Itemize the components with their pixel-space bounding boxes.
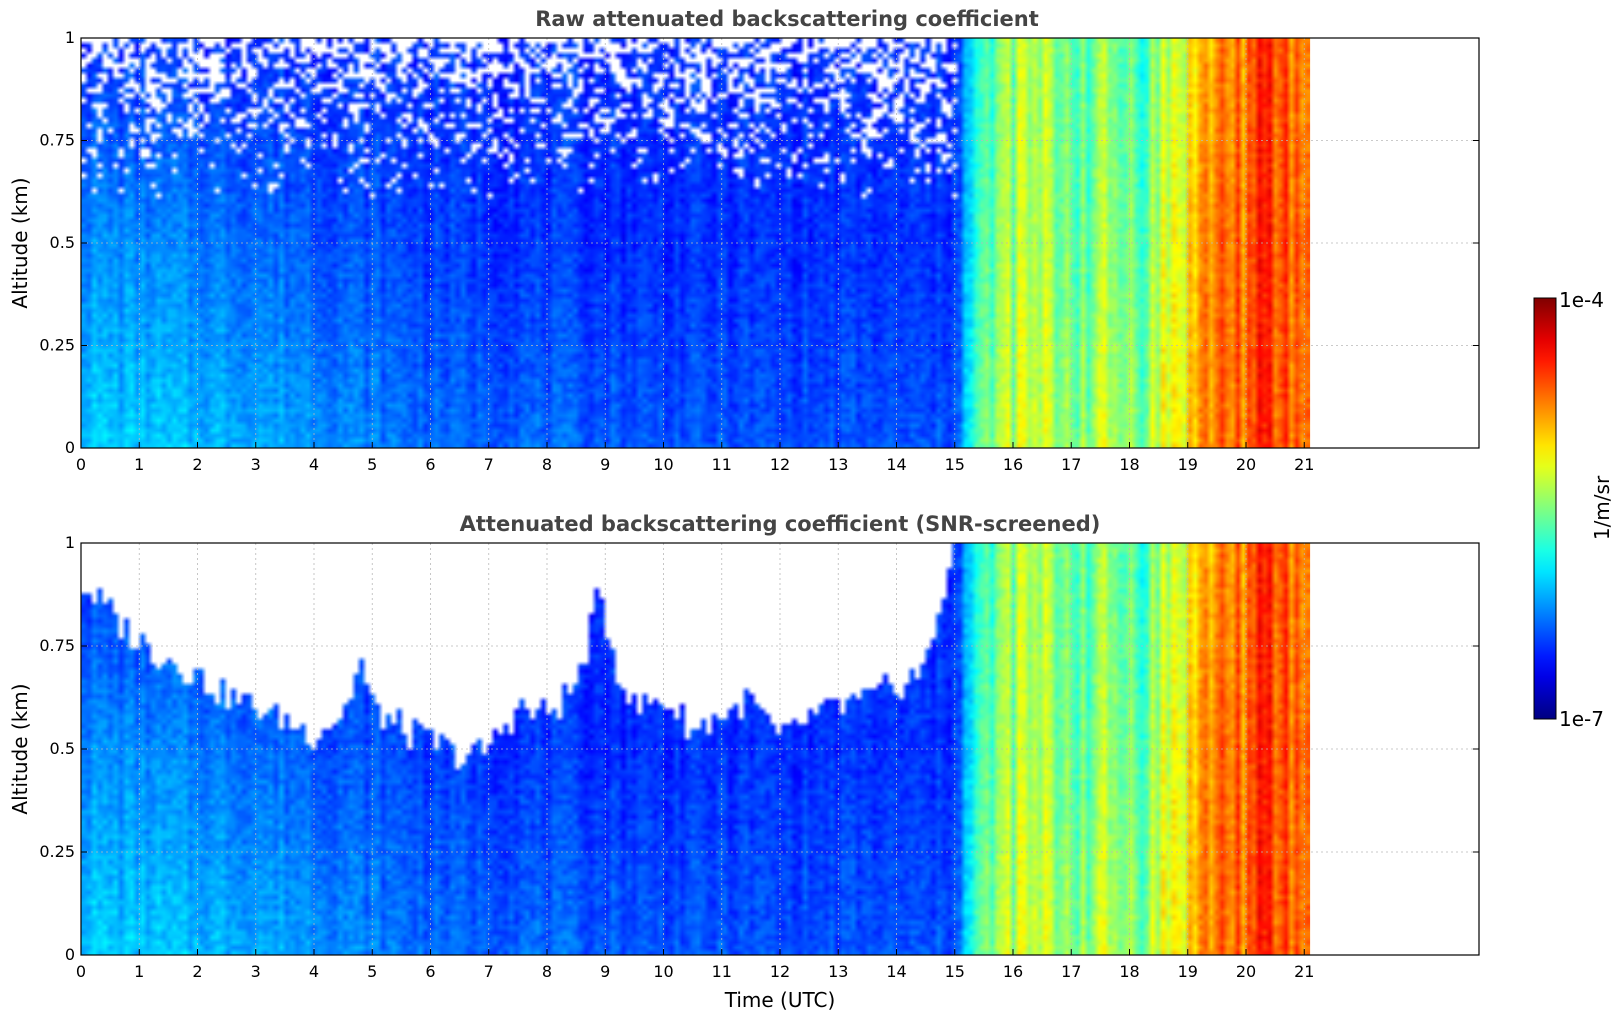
y-tick-label: 0: [65, 438, 75, 457]
x-tick-label: 13: [828, 455, 848, 474]
heatmap-image: [81, 38, 1311, 448]
y-axis-label: Altitude (km): [8, 177, 32, 308]
y-tick-label: 0.5: [50, 233, 75, 252]
x-tick-label: 6: [425, 455, 435, 474]
x-tick-label: 20: [1236, 962, 1256, 981]
x-tick-label: 1: [134, 962, 144, 981]
x-tick-label: 21: [1294, 962, 1314, 981]
gridlines: [81, 38, 1479, 448]
panel-screened: Attenuated backscattering coefficient (S…: [8, 512, 1480, 1012]
y-axis-label: Altitude (km): [8, 683, 32, 814]
y-tick-label: 0.75: [39, 131, 75, 150]
y-tick-label: 0.75: [39, 636, 75, 655]
colorbar-min-label: 1e-7: [1559, 707, 1604, 731]
gridlines: [81, 543, 1479, 955]
x-tick-label: 6: [425, 962, 435, 981]
x-tick-label: 19: [1178, 962, 1198, 981]
x-tick-label: 11: [712, 962, 732, 981]
x-tick-label: 18: [1119, 962, 1139, 981]
heatmap-image: [81, 543, 1311, 955]
x-tick-label: 21: [1294, 455, 1314, 474]
x-tick-label: 7: [484, 455, 494, 474]
panel-raw: Raw attenuated backscattering coefficien…: [8, 7, 1480, 474]
x-tick-label: 4: [309, 455, 319, 474]
x-tick-label: 11: [712, 455, 732, 474]
x-tick-label: 3: [251, 962, 261, 981]
x-tick-label: 4: [309, 962, 319, 981]
y-axis: 0 0.25 0.5 0.75 1: [39, 533, 1479, 964]
y-tick-label: 1: [65, 533, 75, 552]
x-tick-label: 1: [134, 455, 144, 474]
y-tick-label: 0.25: [39, 842, 75, 861]
x-tick-label: 16: [1003, 962, 1023, 981]
x-tick-label: 17: [1061, 455, 1081, 474]
x-tick-label: 12: [770, 455, 790, 474]
x-axis: 0 1 2 3 4 5 6 7 8 9 10 11 12 13 14 15 16 17 18 19 20 21: [76, 949, 1314, 981]
panel-title: Raw attenuated backscattering coefficien…: [535, 7, 1039, 31]
x-tick-label: 17: [1061, 962, 1081, 981]
y-tick-label: 0: [65, 945, 75, 964]
x-tick-label: 14: [886, 455, 906, 474]
x-tick-label: 16: [1003, 455, 1023, 474]
colorbar: 1e-4 1e-7 1/m/sr: [1533, 288, 1614, 731]
x-tick-label: 2: [192, 455, 202, 474]
x-tick-label: 10: [653, 455, 673, 474]
x-tick-label: 15: [945, 962, 965, 981]
x-tick-label: 5: [367, 962, 377, 981]
x-axis: 0 1 2 3 4 5 6 7 8 9 10 11 12 13 14 15 16 17 18 19 20 21: [76, 442, 1314, 474]
y-tick-label: 1: [65, 28, 75, 47]
x-tick-label: 0: [76, 455, 86, 474]
x-tick-label: 8: [542, 455, 552, 474]
x-tick-label: 14: [886, 962, 906, 981]
x-tick-label: 0: [76, 962, 86, 981]
x-tick-label: 9: [600, 455, 610, 474]
y-tick-label: 0.5: [50, 739, 75, 758]
colorbar-max-label: 1e-4: [1559, 288, 1604, 312]
x-tick-label: 20: [1236, 455, 1256, 474]
panel-title: Attenuated backscattering coefficient (S…: [460, 512, 1101, 536]
x-tick-label: 13: [828, 962, 848, 981]
x-tick-label: 9: [600, 962, 610, 981]
x-tick-label: 7: [484, 962, 494, 981]
colorbar-gradient: [1533, 297, 1557, 720]
x-tick-label: 8: [542, 962, 552, 981]
x-tick-label: 5: [367, 455, 377, 474]
x-tick-label: 2: [192, 962, 202, 981]
y-tick-label: 0.25: [39, 336, 75, 355]
x-axis-label: Time (UTC): [724, 988, 836, 1012]
x-tick-label: 10: [653, 962, 673, 981]
x-tick-label: 19: [1178, 455, 1198, 474]
colorbar-unit-label: 1/m/sr: [1590, 475, 1614, 540]
x-tick-label: 15: [945, 455, 965, 474]
x-tick-label: 18: [1119, 455, 1139, 474]
y-axis: 0 0.25 0.5 0.75 1: [39, 28, 1479, 457]
x-tick-label: 12: [770, 962, 790, 981]
x-tick-label: 3: [251, 455, 261, 474]
